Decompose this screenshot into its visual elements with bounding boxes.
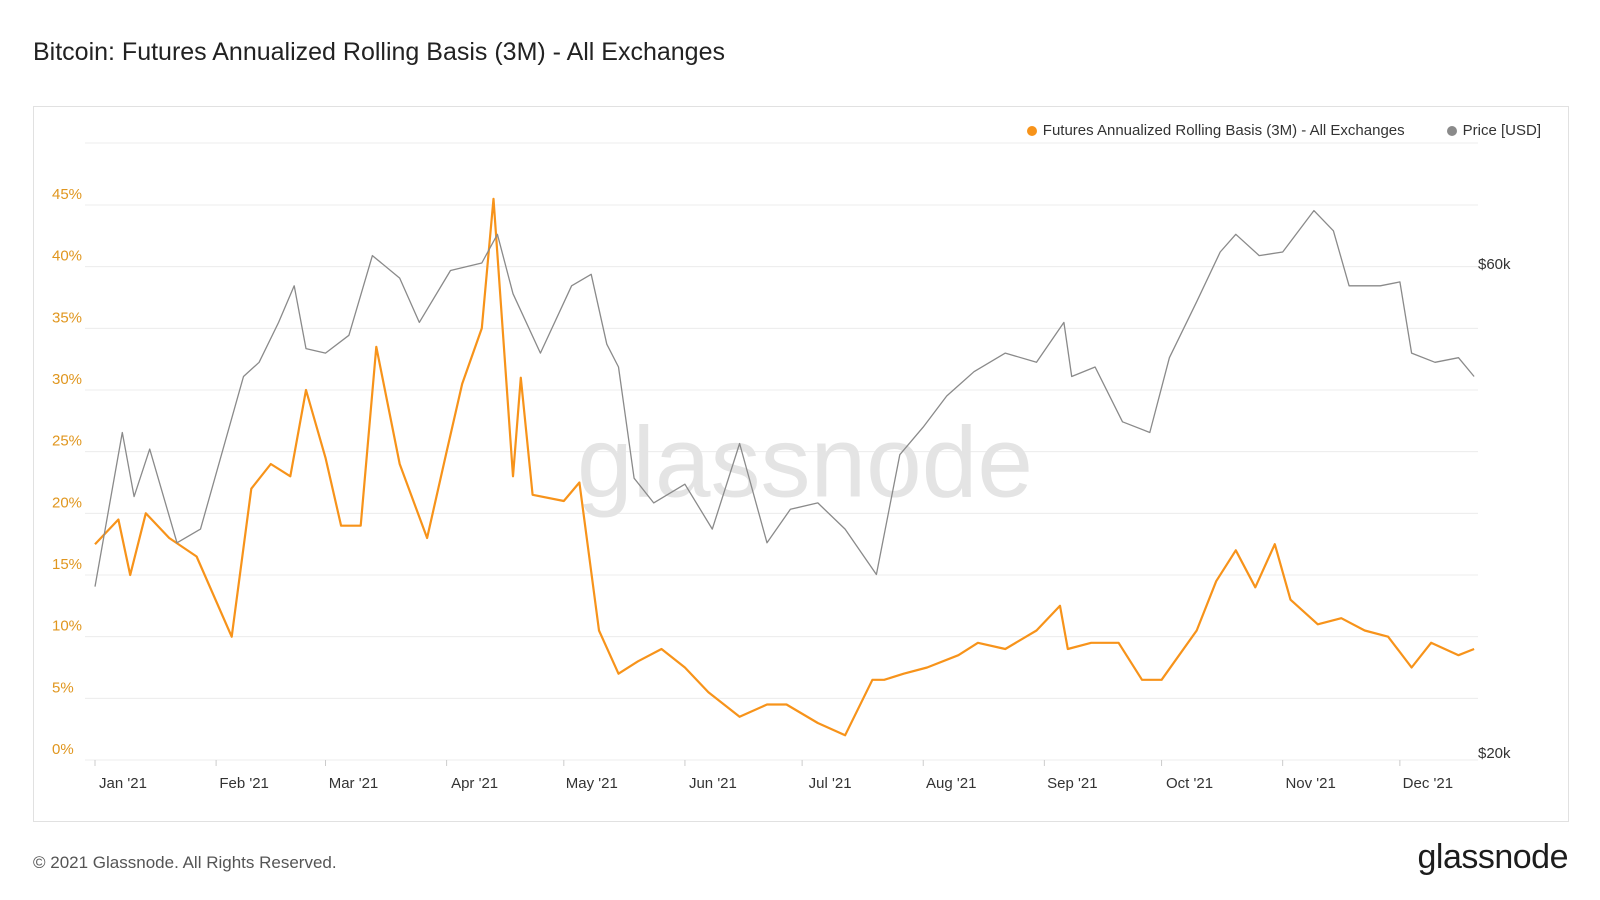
grid-layer bbox=[85, 142, 1478, 761]
legend-dot-price bbox=[1446, 125, 1457, 136]
y-left-tick-label: 0% bbox=[52, 741, 74, 758]
series-line-basis bbox=[94, 197, 1475, 737]
page-title: Bitcoin: Futures Annualized Rolling Basi… bbox=[33, 38, 725, 66]
legend-dot-basis bbox=[1026, 125, 1037, 136]
x-tick-label: Jan '21 bbox=[99, 775, 147, 792]
y-left-tick-label: 5% bbox=[52, 679, 74, 696]
x-tick-label: Feb '21 bbox=[219, 775, 269, 792]
y-left-tick-label: 45% bbox=[52, 186, 82, 203]
y-right-tick-label: $20k bbox=[1478, 745, 1511, 762]
series-layer bbox=[94, 197, 1475, 737]
x-tick-label: Oct '21 bbox=[1166, 775, 1213, 792]
axis-layer: 0% 5% 10% 15% 20% 25% 30% 35% 40% 45% $20k $60k Jan … bbox=[52, 186, 1511, 792]
y-left-tick-label: 15% bbox=[52, 556, 82, 573]
y-left-tick-label: 10% bbox=[52, 618, 82, 635]
y-left-tick-label: 35% bbox=[52, 309, 82, 326]
chart-legend: Futures Annualized Rolling Basis (3M) - … bbox=[1026, 122, 1541, 139]
series-line-price bbox=[94, 209, 1475, 587]
legend-item-price[interactable]: Price [USD] bbox=[1446, 122, 1541, 139]
x-tick-label: Jun '21 bbox=[689, 775, 737, 792]
legend-label-basis: Futures Annualized Rolling Basis (3M) - … bbox=[1042, 122, 1405, 139]
legend-item-basis[interactable]: Futures Annualized Rolling Basis (3M) - … bbox=[1026, 122, 1405, 139]
y-left-tick-label: 25% bbox=[52, 433, 82, 450]
y-left-tick-label: 40% bbox=[52, 248, 82, 265]
x-tick-label: Nov '21 bbox=[1285, 775, 1335, 792]
x-tick-label: May '21 bbox=[566, 775, 618, 792]
footer-logo[interactable]: glassnode bbox=[1417, 838, 1568, 876]
x-tick-label: Apr '21 bbox=[451, 775, 498, 792]
footer-copyright: © 2021 Glassnode. All Rights Reserved. bbox=[33, 853, 337, 872]
x-tick-label: Mar '21 bbox=[329, 775, 379, 792]
x-tick-label: Dec '21 bbox=[1403, 775, 1453, 792]
watermark-text: glassnode bbox=[577, 406, 1033, 518]
x-tick-label: Jul '21 bbox=[809, 775, 852, 792]
chart-frame bbox=[33, 106, 1569, 822]
x-tick-label: Aug '21 bbox=[926, 775, 976, 792]
y-left-tick-label: 30% bbox=[52, 371, 82, 388]
x-tick-label: Sep '21 bbox=[1047, 775, 1097, 792]
y-left-tick-label: 20% bbox=[52, 494, 82, 511]
legend-label-price: Price [USD] bbox=[1462, 122, 1541, 139]
y-right-tick-label: $60k bbox=[1478, 256, 1511, 273]
